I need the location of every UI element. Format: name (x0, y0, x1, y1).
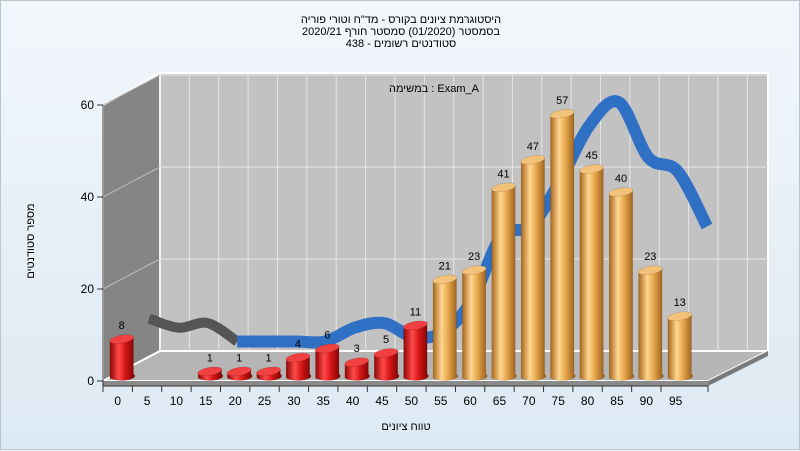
x-tick-label: 0 (114, 394, 121, 408)
bar-top (344, 357, 369, 367)
y-tick-label: 40 (81, 190, 95, 204)
data-label: 23 (644, 251, 656, 263)
data-label: 1 (207, 352, 213, 364)
distribution-curve-fail (147, 313, 240, 346)
bar-top (667, 311, 693, 321)
bar (315, 346, 341, 381)
data-label: 40 (615, 173, 627, 185)
x-axis-label: טווח ציונים (381, 421, 431, 433)
x-tick-label: 30 (287, 394, 301, 408)
data-label: 11 (410, 306, 421, 318)
data-label: 1 (236, 352, 242, 364)
y-tick-label: 0 (87, 374, 94, 388)
x-tick-label: 55 (434, 394, 448, 408)
grid-line-h-side (102, 74, 161, 106)
bar-top (461, 265, 487, 275)
bar-top (637, 265, 663, 275)
bar (667, 313, 694, 381)
x-tick-label: 20 (228, 394, 242, 408)
x-tick-label: 95 (669, 394, 683, 408)
bar-top (432, 274, 458, 285)
bar-top (109, 334, 135, 344)
x-tick-label: 10 (170, 394, 184, 408)
bar-top (520, 155, 546, 165)
bar-top (256, 366, 281, 377)
data-label: 8 (119, 320, 125, 332)
bar-top (491, 182, 516, 193)
bar-top (608, 187, 634, 197)
data-label: 13 (674, 297, 686, 309)
bar (638, 267, 664, 381)
bar (608, 189, 635, 381)
data-label: 47 (527, 141, 539, 153)
bar-top (314, 343, 340, 354)
data-label: 5 (383, 334, 389, 346)
bar (374, 350, 400, 381)
chart-title-line-3: סטודנטים רשומים - 438 (345, 38, 457, 50)
bar (520, 157, 547, 381)
x-tick-label: 65 (493, 394, 507, 408)
bar (109, 336, 136, 381)
legend-label: במשימה : Exam_A (389, 83, 479, 95)
x-tick-label: 90 (640, 394, 654, 408)
data-label: 57 (556, 95, 568, 107)
data-label: 23 (468, 251, 480, 263)
data-label: 1 (265, 352, 271, 364)
left-wall (102, 71, 161, 383)
bar-top (373, 348, 399, 358)
bar (432, 277, 459, 381)
x-tick-label: 50 (405, 394, 419, 408)
grid-line-h-side (102, 258, 161, 290)
y-tick-label: 60 (81, 98, 95, 112)
grid-line-h-side (102, 166, 161, 198)
x-tick-label: 60 (463, 394, 477, 408)
data-label: 3 (354, 343, 360, 355)
floor-edge (103, 381, 708, 386)
x-tick-label: 70 (522, 394, 536, 408)
data-label: 4 (295, 339, 301, 351)
x-tick-label: 45 (375, 394, 389, 408)
x-tick-label: 15 (199, 394, 213, 408)
bar (462, 267, 488, 381)
y-tick-label: 20 (81, 282, 95, 296)
x-tick-label: 75 (552, 394, 566, 408)
x-tick-label: 80 (581, 394, 595, 408)
floor-side-edge (708, 351, 768, 386)
data-label: 21 (439, 260, 451, 272)
x-tick-label: 35 (317, 394, 331, 408)
bar (550, 111, 576, 381)
x-tick-label: 85 (610, 394, 624, 408)
x-tick-label: 5 (144, 394, 151, 408)
bar (491, 185, 517, 381)
chart-title-line-2: בסמסטר (01/2020) סמסטר חורף 2020/21 (301, 26, 501, 38)
bar-top (226, 366, 252, 377)
x-tick-label: 25 (258, 394, 272, 408)
chart-title-line-1: היסטוגרמת ציונים בקורס - מד"ח וטורי פורי… (300, 14, 502, 26)
data-label: 6 (324, 329, 330, 341)
bar-top (403, 320, 428, 331)
data-label: 41 (497, 168, 509, 180)
y-axis-label: מספר סטודנטים (25, 203, 37, 279)
bar-top (579, 164, 604, 174)
bar-top (197, 366, 223, 377)
bar-top (285, 352, 311, 363)
bar (579, 166, 605, 381)
data-label: 45 (585, 150, 597, 162)
bar-top (549, 109, 575, 119)
x-tick-label: 40 (346, 394, 360, 408)
bar (403, 323, 429, 381)
